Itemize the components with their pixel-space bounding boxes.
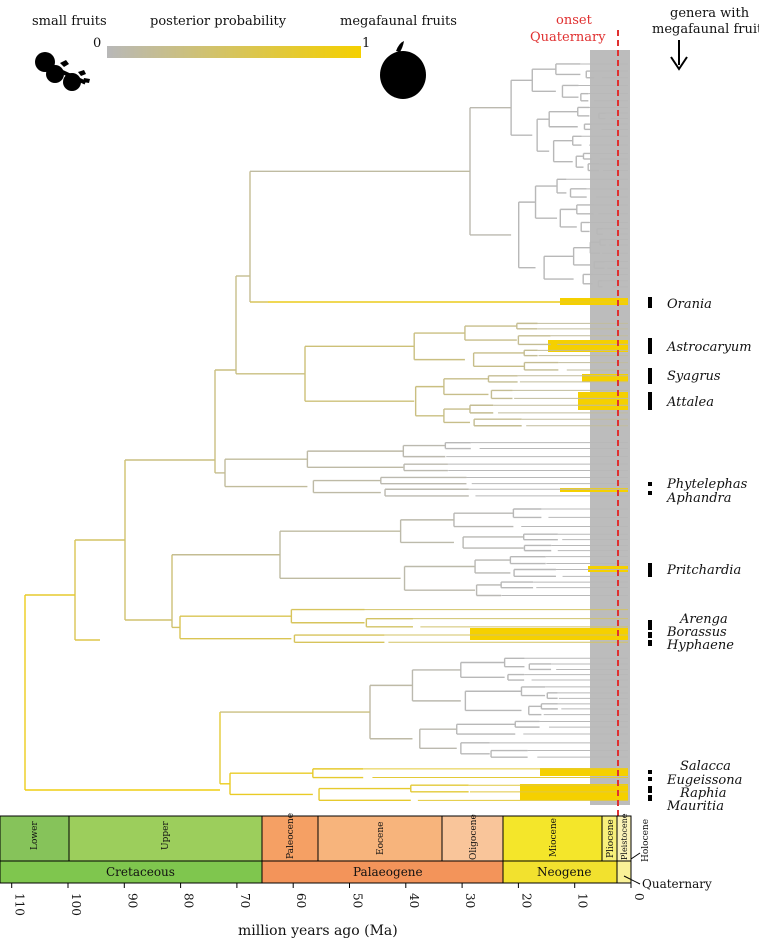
series-label-miocene: Miocene [549, 818, 559, 857]
series-label-oligocene: Oligocene [469, 814, 479, 860]
series-label-upper: Upper [161, 821, 171, 850]
axis-tick-label: 110 [13, 893, 27, 916]
genera-header-line1: genera with [670, 6, 750, 21]
holocene-leader-line [630, 852, 641, 860]
axis-tick-label: 60 [294, 893, 308, 908]
genus-marker-phytelephas [648, 482, 652, 486]
tree-megafaunal-tip-band [470, 628, 628, 640]
geologic-timescale: Lower Upper Paleocene Eocene Oligocene M… [0, 813, 712, 891]
genus-marker-syagrus [648, 368, 652, 384]
series-box-lower [0, 815, 70, 862]
genus-marker-arenga [648, 620, 652, 630]
series-box-eocene [317, 815, 443, 862]
genus-label-orania: Orania [667, 297, 712, 312]
axis-tick-label: 30 [463, 893, 477, 908]
tree-megafaunal-tip-band [560, 488, 628, 492]
time-axis: 110 100 90 80 70 60 50 40 30 20 10 0 [11, 883, 646, 916]
system-label-cretaceous: Cretaceous [106, 865, 175, 879]
legend-posterior-probability-label: posterior probability [150, 14, 287, 29]
legend-small-fruits-label: small fruits [32, 14, 107, 29]
down-arrow-icon [670, 40, 688, 71]
legend-probability-gradient-bar [107, 46, 361, 58]
series-label-eocene: Eocene [376, 822, 386, 855]
axis-tick-label: 0 [632, 893, 646, 901]
genus-label-pritchardia: Pritchardia [666, 563, 741, 578]
genus-marker-attalea [648, 392, 652, 410]
series-label-lower: Lower [30, 821, 40, 850]
genus-marker-astrocaryum [648, 338, 652, 354]
genus-label-aphandra: Aphandra [666, 491, 732, 506]
legend-megafaunal-fruits-label: megafaunal fruits [340, 14, 457, 29]
genus-label-raphia: Raphia [679, 786, 726, 801]
axis-tick-label: 70 [238, 893, 252, 908]
onset-label-line1: onset [556, 13, 593, 28]
legend-scale-max: 1 [362, 36, 370, 51]
genus-marker-borassus [648, 632, 652, 638]
tree-megafaunal-tip-band [578, 392, 628, 410]
tree-megafaunal-tip-band [582, 374, 628, 382]
axis-label: million years ago (Ma) [238, 923, 398, 939]
genus-marker-salacca [648, 770, 652, 774]
system-label-palaeogene: Palaeogene [353, 865, 423, 879]
genus-label-salacca: Salacca [680, 759, 731, 774]
holocene-label: Holocene [641, 819, 651, 862]
system-label-neogene: Neogene [537, 865, 591, 879]
axis-tick-label: 10 [576, 893, 590, 908]
onset-label-line2: Quaternary [530, 30, 606, 45]
series-label-pliocene: Pliocene [606, 819, 616, 858]
genus-marker-orania [648, 297, 652, 308]
genus-label-phytelephas: Phytelephas [666, 477, 748, 492]
genus-marker-eugeissona [648, 777, 652, 781]
small-fruits-silhouette-icon [35, 52, 90, 91]
genus-marker-aphandra [648, 491, 652, 495]
genus-label-borassus: Borassus [666, 625, 727, 640]
axis-tick-label: 100 [69, 893, 83, 916]
series-box-paleocene [261, 815, 319, 862]
genus-label-syagrus: Syagrus [667, 369, 721, 384]
legend-scale-min: 0 [93, 36, 101, 51]
genus-label-arenga: Arenga [679, 612, 728, 627]
series-box-oligocene [441, 815, 504, 862]
series-box-miocene [502, 815, 603, 862]
tree-megafaunal-tip-band [588, 566, 628, 572]
axis-tick-label: 80 [182, 893, 196, 908]
quaternary-leader-line [623, 875, 641, 885]
tree-megafaunal-tip-band [540, 768, 628, 776]
genus-label-eugeissona: Eugeissona [666, 773, 742, 788]
genus-marker-mauritia [648, 795, 652, 801]
genus-label-astrocaryum: Astrocaryum [666, 340, 752, 355]
genus-label-attalea: Attalea [666, 395, 714, 410]
genus-label-mauritia: Mauritia [666, 799, 724, 814]
megafaunal-fruit-silhouette-icon [380, 41, 426, 99]
quaternary-label: Quaternary [642, 877, 712, 891]
genus-marker-raphia [648, 786, 652, 793]
axis-tick-label: 90 [125, 893, 139, 908]
series-label-pleistocene: Pleistocene [620, 813, 629, 860]
phylogenetic-tree [24, 50, 630, 805]
axis-tick-label: 20 [519, 893, 533, 908]
genus-label-hyphaene: Hyphaene [666, 638, 734, 653]
tree-tip-band [590, 50, 630, 805]
system-box-quaternary [616, 860, 632, 884]
axis-tick-label: 40 [407, 893, 421, 908]
genus-marker-pritchardia [648, 563, 652, 577]
genera-header-line2: megafaunal fruits [652, 22, 759, 37]
tree-megafaunal-tip-band [548, 340, 628, 352]
series-label-paleocene: Paleocene [286, 813, 296, 859]
genus-marker-hyphaene [648, 640, 652, 646]
axis-tick-label: 50 [351, 893, 365, 908]
